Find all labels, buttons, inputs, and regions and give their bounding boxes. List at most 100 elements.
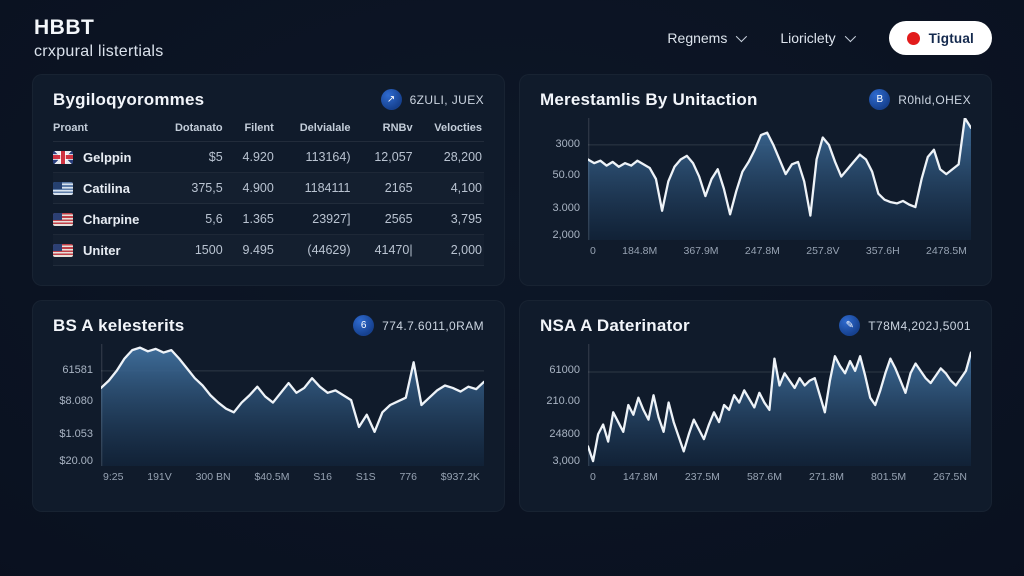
y-tick: 2,000 <box>552 229 580 242</box>
x-tick: 9:25 <box>103 471 124 483</box>
row-value: 23927] <box>312 212 351 226</box>
table-row[interactable]: Charpine 5,6 1.365 23927] 2565 3,795 <box>53 204 484 235</box>
uk-flag-icon <box>53 150 73 164</box>
row-value: 2165 <box>384 181 413 195</box>
menu-lioriclety[interactable]: Lioriclety <box>780 30 856 46</box>
row-name: Uniter <box>83 242 121 258</box>
tigtual-button-label: Tigtual <box>928 30 974 46</box>
x-tick: 267.5N <box>933 471 967 483</box>
table-row[interactable]: Uniter 1500 9.495 (44629) 41470| 2,000 <box>53 235 484 266</box>
panel-table-title: Bygiloqyorommes <box>53 89 205 109</box>
x-axis: 9:25 191V 300 BN $40.5M S16 S1S 776 $937… <box>53 466 484 483</box>
col-header: Velocties <box>434 122 482 134</box>
us-flag-icon <box>53 243 73 257</box>
panel-table-header: Bygiloqyorommes ↗ 6ZULI, JUEX <box>53 89 484 110</box>
area-chart: 61581 $8.080 $1.053 $20.00 <box>53 344 484 468</box>
x-tick: 776 <box>399 471 417 483</box>
row-value: 1184111 <box>304 181 351 195</box>
row-value: 1500 <box>194 243 223 257</box>
us-flag-icon <box>53 212 73 226</box>
x-tick: 147.8M <box>622 471 658 483</box>
panel-chart-badge-text: 774.7.6011,0RAM <box>382 318 484 333</box>
pencil-icon: ✎ <box>839 315 861 336</box>
x-tick: 357.6H <box>865 245 900 257</box>
area-chart-svg <box>588 118 971 240</box>
x-tick: 2478.5M <box>926 245 967 257</box>
panel-chart-badge: 6 774.7.6011,0RAM <box>353 315 484 336</box>
table-row[interactable]: Catilina 375,5 4.900 1184111 2165 4,100 <box>53 173 484 204</box>
row-name: Catilina <box>83 180 130 196</box>
row-value: 2,000 <box>450 243 482 257</box>
y-tick: 210.00 <box>546 395 580 408</box>
table-row[interactable]: Gelppin $5 4.920 113164) 12,057 28,200 <box>53 142 484 173</box>
row-name: Charpine <box>83 211 140 227</box>
x-tick: 184.8M <box>622 245 658 257</box>
row-name: Gelppin <box>83 149 132 165</box>
row-value: 4,100 <box>450 181 482 195</box>
x-tick: S16 <box>313 471 332 483</box>
x-tick: 271.8M <box>809 471 845 483</box>
currency-icon: B <box>869 89 891 110</box>
row-value: 41470| <box>374 243 413 257</box>
row-value: (44629) <box>307 243 351 257</box>
menu-regnems[interactable]: Regnems <box>667 30 748 46</box>
row-value: 113164) <box>305 150 351 164</box>
col-header: Delvialale <box>299 122 351 134</box>
row-value: $5 <box>208 150 223 164</box>
panel-chart-title: BS A kelesterits <box>53 315 185 335</box>
y-axis: 3000 50.00 3.000 2,000 <box>540 118 588 242</box>
row-value: 4.900 <box>242 181 274 195</box>
panel-table: Bygiloqyorommes ↗ 6ZULI, JUEX Proant Dot… <box>32 74 505 286</box>
plot-area <box>588 118 971 240</box>
panel-table-badge: ↗ 6ZULI, JUEX <box>380 89 484 110</box>
row-value: 375,5 <box>191 181 223 195</box>
brand: HBBT crxpural listertials <box>34 16 164 61</box>
x-tick: S1S <box>355 471 376 483</box>
y-tick: 61000 <box>549 363 580 376</box>
menu-regnems-label: Regnems <box>667 30 728 46</box>
panel-chart-unitaction: Merestamlis By Unitaction B R0hld,OHEX 3… <box>519 74 992 286</box>
x-axis: 0 184.8M 367.9M 247.8M 257.8V 357.6H 247… <box>540 240 971 257</box>
tigtual-button[interactable]: Tigtual <box>888 21 992 55</box>
col-header: Filent <box>244 122 274 134</box>
panel-chart-badge: ✎ T78M4,202J,5001 <box>839 315 971 336</box>
chevron-down-icon <box>844 30 856 43</box>
y-tick: 61581 <box>62 363 93 376</box>
panel-chart-kelesterits: BS A kelesterits 6 774.7.6011,0RAM 61581… <box>32 300 505 512</box>
row-value: 5,6 <box>205 212 223 226</box>
y-tick: $1.053 <box>59 428 93 441</box>
row-value: 2565 <box>384 212 413 226</box>
col-header: Proant <box>53 122 88 134</box>
x-tick: 257.8V <box>806 245 840 257</box>
number-icon: 6 <box>353 315 375 336</box>
x-tick: 587.6M <box>746 471 782 483</box>
x-tick: 0 <box>590 245 596 257</box>
x-tick: $40.5M <box>254 471 290 483</box>
x-tick: 191V <box>147 471 172 483</box>
area-chart: 61000 210.00 24800 3,000 <box>540 344 971 468</box>
x-tick: 247.8M <box>744 245 780 257</box>
panel-chart-daterinator: NSA A Daterinator ✎ T78M4,202J,5001 6100… <box>519 300 992 512</box>
chevron-down-icon <box>736 30 748 43</box>
y-tick: 24800 <box>549 428 580 441</box>
plot-area <box>588 344 971 466</box>
row-value: 4.920 <box>242 150 274 164</box>
app-header: HBBT crxpural listertials Regnems Lioric… <box>0 0 1024 68</box>
app-subtitle: crxpural listertials <box>34 42 164 60</box>
y-tick: 3000 <box>555 137 580 150</box>
area-chart-svg <box>588 344 971 466</box>
row-value: 1.365 <box>242 212 274 226</box>
y-tick: 3,000 <box>552 455 580 468</box>
area-chart: 3000 50.00 3.000 2,000 <box>540 118 971 242</box>
area-chart-svg <box>101 344 484 466</box>
x-tick: 237.5M <box>684 471 720 483</box>
plot-area <box>101 344 484 466</box>
row-value: 12,057 <box>374 150 413 164</box>
row-value: 28,200 <box>443 150 482 164</box>
menu-lioriclety-label: Lioriclety <box>780 30 836 46</box>
y-tick: $20.00 <box>59 455 93 468</box>
panel-chart-title: NSA A Daterinator <box>540 315 690 335</box>
share-icon: ↗ <box>380 89 402 110</box>
y-axis: 61581 $8.080 $1.053 $20.00 <box>53 344 101 468</box>
